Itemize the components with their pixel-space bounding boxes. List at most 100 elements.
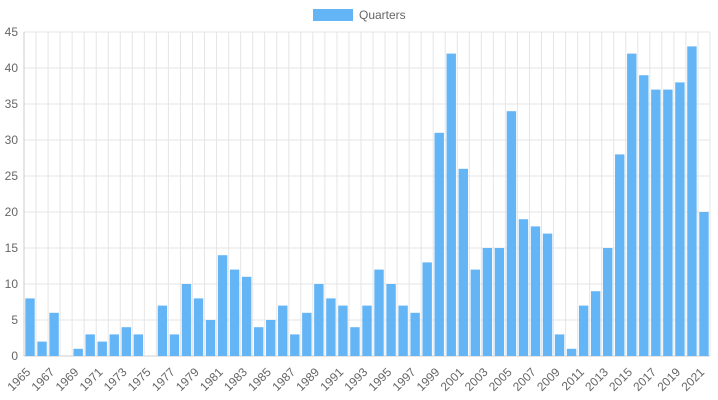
legend-swatch-quarters[interactable] — [313, 9, 353, 21]
y-tick-label: 5 — [11, 313, 18, 327]
legend-label-quarters[interactable]: Quarters — [359, 8, 406, 22]
bar-2019[interactable] — [675, 82, 685, 357]
bar-1987[interactable] — [290, 334, 300, 356]
bar-1978[interactable] — [181, 284, 192, 356]
bar-2012[interactable] — [590, 291, 601, 356]
y-tick-label: 25 — [5, 169, 19, 183]
bar-1991[interactable] — [338, 305, 348, 356]
bar-1997[interactable] — [410, 312, 420, 356]
bar-1970[interactable] — [85, 334, 95, 356]
x-tick-label-1979: 1979 — [173, 365, 202, 394]
x-tick-label-2015: 2015 — [606, 365, 635, 394]
bar-1989[interactable] — [314, 284, 324, 356]
x-tick-label-1989: 1989 — [293, 365, 322, 394]
x-axis-ticks: 1965196719691971197319751977197919811983… — [5, 365, 708, 394]
bar-1985[interactable] — [266, 320, 276, 356]
bar-2009[interactable] — [554, 334, 565, 356]
bar-2003[interactable] — [482, 248, 493, 356]
y-tick-label: 20 — [5, 205, 19, 219]
bar-1998[interactable] — [422, 262, 432, 356]
y-tick-label: 30 — [5, 133, 19, 147]
bar-1988[interactable] — [302, 312, 312, 356]
x-tick-label-1971: 1971 — [77, 365, 106, 394]
x-tick-label-2005: 2005 — [486, 365, 515, 394]
bar-1999[interactable] — [434, 132, 444, 356]
y-axis-ticks: 0 5 10 15 20 25 30 35 40 45 — [5, 25, 19, 363]
bar-1966[interactable] — [37, 341, 47, 356]
x-tick-label-2021: 2021 — [678, 365, 707, 394]
x-tick-label-1997: 1997 — [390, 365, 419, 394]
bar-1979[interactable] — [193, 298, 204, 356]
x-tick-label-1969: 1969 — [53, 365, 82, 394]
bar-2013[interactable] — [603, 248, 613, 356]
bar-2011[interactable] — [578, 305, 589, 356]
bar-1981[interactable] — [217, 255, 228, 356]
bar-2021[interactable] — [699, 212, 709, 356]
x-tick-label-1975: 1975 — [125, 365, 154, 394]
y-tick-label: 35 — [5, 97, 19, 111]
y-tick-label: 0 — [11, 349, 18, 363]
x-tick-label-1999: 1999 — [414, 365, 443, 394]
bar-1984[interactable] — [253, 327, 264, 356]
x-tick-label-1983: 1983 — [221, 365, 250, 394]
x-tick-label-2009: 2009 — [534, 365, 563, 394]
bar-2002[interactable] — [470, 269, 481, 356]
bar-2014[interactable] — [615, 154, 625, 356]
bar-1967[interactable] — [49, 312, 59, 356]
bar-1986[interactable] — [278, 305, 288, 356]
x-tick-label-2007: 2007 — [510, 365, 539, 394]
bar-1990[interactable] — [326, 298, 336, 356]
bar-2020[interactable] — [687, 46, 697, 357]
y-tick-label: 15 — [5, 241, 19, 255]
bar-1972[interactable] — [109, 334, 119, 356]
bar-1993[interactable] — [362, 305, 372, 356]
x-tick-label-1965: 1965 — [5, 365, 34, 394]
bar-2016[interactable] — [639, 75, 649, 356]
x-tick-label-2019: 2019 — [654, 365, 683, 394]
x-tick-label-1993: 1993 — [342, 365, 371, 394]
x-tick-label-2003: 2003 — [462, 365, 491, 394]
bar-1980[interactable] — [205, 320, 216, 356]
bar-1982[interactable] — [229, 269, 240, 356]
x-tick-label-2011: 2011 — [559, 365, 587, 393]
bar-2006[interactable] — [518, 219, 529, 356]
bar-1969[interactable] — [73, 348, 83, 356]
legend[interactable]: Quarters — [313, 8, 406, 22]
x-tick-label-1987: 1987 — [269, 365, 298, 394]
bar-2004[interactable] — [494, 248, 505, 356]
x-tick-label-1977: 1977 — [149, 365, 178, 394]
bar-2000[interactable] — [446, 53, 456, 356]
bar-2005[interactable] — [506, 111, 517, 356]
bar-1996[interactable] — [398, 305, 408, 356]
bar-2015[interactable] — [627, 53, 637, 356]
bar-1983[interactable] — [241, 276, 252, 356]
x-tick-label-2013: 2013 — [582, 365, 611, 394]
bar-1976[interactable] — [157, 305, 168, 356]
bar-2008[interactable] — [542, 233, 553, 356]
bar-2018[interactable] — [663, 89, 673, 356]
bar-1973[interactable] — [121, 327, 131, 356]
bar-2017[interactable] — [651, 89, 661, 356]
bar-2007[interactable] — [530, 226, 541, 356]
y-tick-label: 40 — [5, 61, 19, 75]
x-tick-label-1973: 1973 — [101, 365, 130, 394]
x-tick-label-1967: 1967 — [29, 365, 58, 394]
bar-1965[interactable] — [25, 298, 35, 356]
grid-lines — [23, 31, 711, 357]
bar-2001[interactable] — [458, 168, 468, 356]
bar-2010[interactable] — [566, 348, 577, 356]
x-tick-label-2017: 2017 — [630, 365, 659, 394]
bar-1994[interactable] — [374, 269, 384, 356]
bar-1995[interactable] — [386, 284, 396, 356]
x-tick-label-2001: 2001 — [438, 365, 467, 394]
bar-1992[interactable] — [350, 327, 360, 356]
bars — [25, 46, 709, 357]
y-tick-label: 10 — [5, 277, 19, 291]
bar-1977[interactable] — [169, 334, 180, 356]
bar-1974[interactable] — [133, 334, 144, 356]
x-tick-label-1991: 1991 — [317, 365, 346, 394]
x-tick-label-1985: 1985 — [245, 365, 274, 394]
bar-1971[interactable] — [97, 341, 107, 356]
